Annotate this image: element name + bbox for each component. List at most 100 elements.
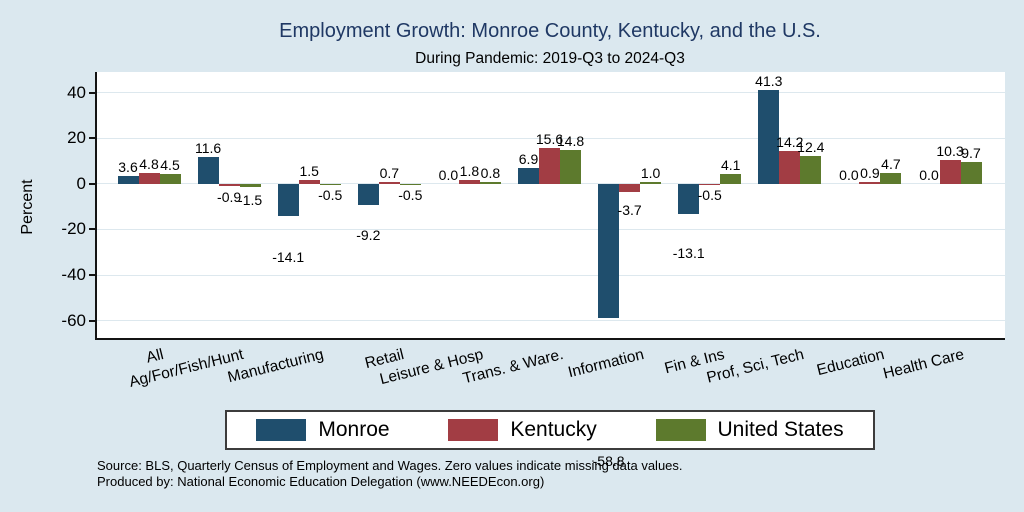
bar-united-states [479,181,501,184]
bar-value-label: 11.6 [194,140,222,157]
y-tick-label: -60 [61,310,86,330]
gridline [95,92,1005,94]
bar-monroe [758,89,780,184]
bar-value-label: 1.8 [459,162,480,179]
x-axis-line [95,338,1005,340]
gridline [95,183,1005,185]
bar-value-label: 10.3 [936,143,964,160]
bar-value-label: 41.3 [755,72,783,89]
bar-value-label: -0.5 [697,187,722,204]
bar-value-label: -9.2 [356,226,381,243]
bar-value-label: -0.5 [318,187,343,204]
x-axis-label: Health Care [881,346,967,383]
y-tick-label: 0 [76,173,86,193]
bar-value-label: 0.0 [919,166,939,183]
gridline [95,137,1005,139]
legend-item-monroe: Monroe [256,418,390,442]
bar-value-label: 0.0 [839,166,859,183]
y-tick-label: 40 [67,82,86,102]
bar-united-states [880,173,902,184]
bar-value-label: -58.8 [592,453,625,470]
bar-value-label: -0.5 [398,187,423,204]
bar-united-states [239,183,261,188]
kentucky-swatch-icon [448,419,499,441]
bar-value-label: 0.8 [480,164,501,181]
gridline [95,228,1005,230]
monroe-swatch-icon [256,419,307,441]
bar-kentucky [539,148,560,184]
bar-value-label: -3.7 [617,201,642,218]
y-axis-line [95,72,97,340]
bar-value-label: 0.7 [379,165,400,182]
bar-value-label: 12.4 [797,138,825,155]
bar-kentucky [218,183,240,186]
bar-kentucky [378,182,400,184]
bar-value-label: 15.6 [535,131,564,148]
bar-kentucky [859,181,881,184]
gridline [95,320,1005,322]
bar-value-label: 4.7 [881,156,901,173]
x-axis-label: Information [566,346,646,382]
y-tick-mark [89,228,95,231]
chart-subtitle: During Pandemic: 2019-Q3 to 2024-Q3 [415,50,685,67]
bar-value-label: 0.0 [438,166,459,183]
bar-monroe [678,183,700,214]
bar-value-label: -1.5 [238,191,263,208]
chart-title: Employment Growth: Monroe County, Kentuc… [279,20,821,42]
y-tick-mark [89,91,95,94]
bar-kentucky [939,160,961,184]
produced-by-note: Produced by: National Economic Education… [97,474,545,489]
y-tick-mark [89,319,95,322]
bar-value-label: -14.1 [272,249,305,266]
footer: Source: BLS, Quarterly Census of Employm… [97,458,683,490]
y-tick-mark [89,137,95,140]
bar-value-label: 0.9 [860,164,880,181]
bar-value-label: 9.7 [961,144,981,161]
legend-item-kentucky: Kentucky [448,418,597,442]
x-axis-label: All [144,346,166,367]
bar-united-states [800,155,822,184]
bar-value-label: 1.0 [640,164,661,181]
bar-value-label: 3.6 [118,158,138,175]
y-tick-label: -40 [61,265,86,285]
united-states-swatch-icon [655,419,706,441]
bar-monroe [197,157,219,184]
source-note: Source: BLS, Quarterly Census of Employm… [97,458,683,473]
bar-value-label: 1.5 [299,163,319,180]
y-tick-label: -20 [61,219,86,239]
bar-value-label: -0.9 [217,188,242,205]
x-axis-label: Education [815,346,887,380]
bar-kentucky [699,183,721,185]
bar-kentucky [619,183,641,193]
bar-united-states [399,183,421,185]
legend: Monroe Kentucky United States [225,410,875,450]
bar-united-states [560,150,581,184]
bar-value-label: 4.8 [139,155,159,172]
bar-monroe [357,183,379,205]
legend-label-united-states: United States [717,418,844,441]
plot-area [95,72,1005,339]
bar-united-states [319,183,341,185]
bar-kentucky [138,172,160,184]
bar-monroe [117,175,139,184]
bar-united-states [720,174,742,184]
bar-kentucky [298,180,320,184]
legend-label-kentucky: Kentucky [510,418,597,441]
bar-monroe [518,168,539,184]
bar-value-label: 6.9 [518,151,539,168]
y-tick-label: 20 [67,128,86,148]
bar-monroe [277,183,299,216]
bar-value-label: -13.1 [672,244,705,261]
bar-united-states [960,161,982,184]
bar-monroe [598,183,620,318]
gridline [95,274,1005,276]
bar-united-states [640,181,662,184]
bar-value-label: 14.8 [556,133,585,150]
y-tick-mark [89,274,95,277]
bar-united-states [159,173,181,184]
bar-value-label: 4.1 [720,157,741,174]
bar-kentucky [458,179,480,184]
y-tick-mark [89,182,95,185]
bar-value-label: 14.2 [776,134,804,151]
